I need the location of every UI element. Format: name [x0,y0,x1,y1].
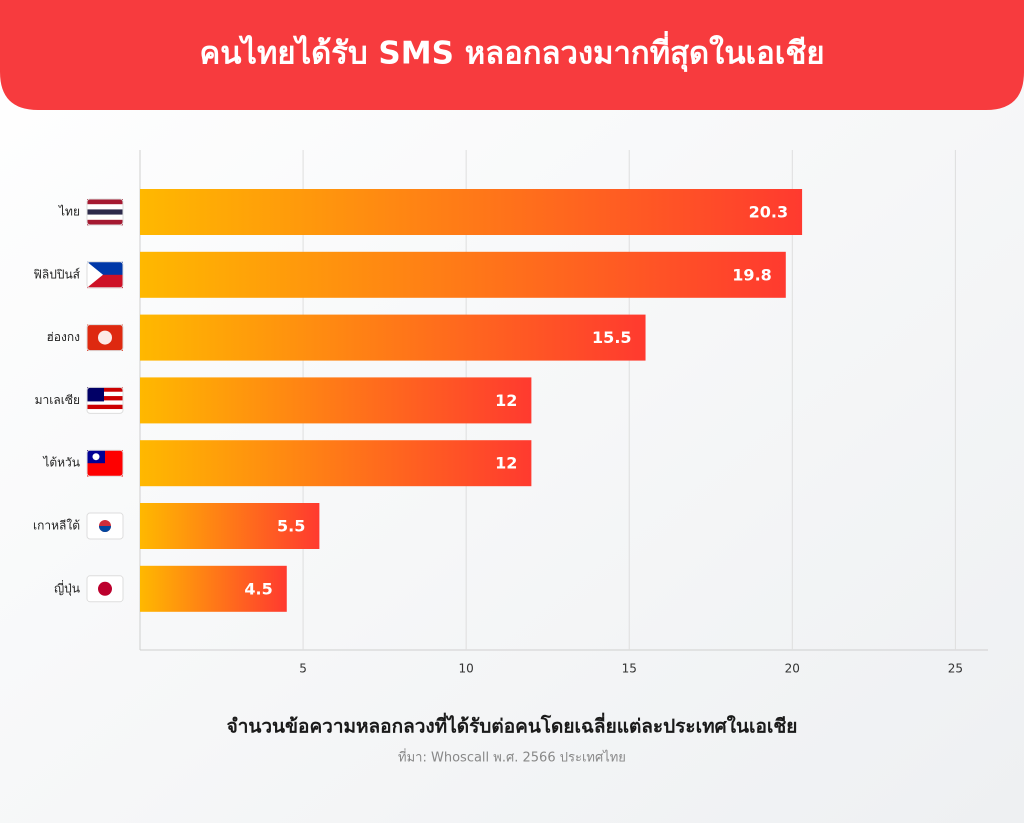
source-note: ที่มา: Whoscall พ.ศ. 2566 ประเทศไทย [398,749,626,766]
flag-stripe [87,199,123,205]
flag-border [86,575,124,603]
value-label: 5.5 [277,517,305,536]
bar [140,503,320,549]
flag-stripe [87,204,123,210]
flag-stripe [87,391,123,397]
flag-part [92,453,100,461]
bar [140,377,532,424]
x-tick-label: 20 [785,662,800,676]
value-label: 12 [495,391,517,410]
flag-part [87,387,104,402]
flag-stripe [87,214,123,221]
flag-part [87,261,103,288]
flag-stripe [87,409,123,414]
flag-part [98,330,112,345]
flag-stripe [87,209,123,215]
flag-stripe [87,219,123,226]
flag-part [98,581,112,596]
bar [140,565,287,612]
y-tick-label: ไต้หวัน [42,456,80,470]
flag-stripe [87,396,123,401]
bar [140,440,532,487]
x-tick-label: 15 [622,662,637,676]
x-tick-label: 5 [299,662,307,676]
flag-border [86,386,124,414]
flag-stripe [87,387,123,393]
y-tick-label: มาเลเซีย [35,393,80,407]
header-band [0,0,1024,110]
y-tick-label: เกาหลีใต้ [33,519,80,533]
flag-border [86,449,124,477]
chart-title: คนไทยได้รับ SMS หลอกลวงมากที่สุดในเอเชีย [199,31,824,73]
bar [140,189,803,235]
x-axis-label: จำนวนข้อความหลอกลวงที่ได้รับต่อคนโดยเฉลี… [227,713,798,738]
x-tick-label: 10 [459,662,474,676]
flag-border [86,198,124,226]
flag-border [86,512,124,540]
value-label: 4.5 [244,579,272,598]
y-tick-label: ญี่ปุ่น [54,579,80,596]
flag-part [99,526,111,532]
y-tick-label: ฮ่องกง [46,330,80,344]
value-label: 15.5 [592,328,631,347]
bar [140,251,786,298]
value-label: 19.8 [732,265,771,284]
y-tick-label: ฟิลิปปินส์ [33,267,80,281]
x-tick-label: 25 [948,662,963,676]
y-tick-label: ไทย [58,205,80,219]
value-label: 12 [495,454,517,473]
bar [140,314,646,361]
flag-border [86,261,124,289]
flag-border [86,324,124,352]
flag-stripe [87,400,123,406]
value-label: 20.3 [749,203,788,222]
flag-stripe [87,404,123,410]
